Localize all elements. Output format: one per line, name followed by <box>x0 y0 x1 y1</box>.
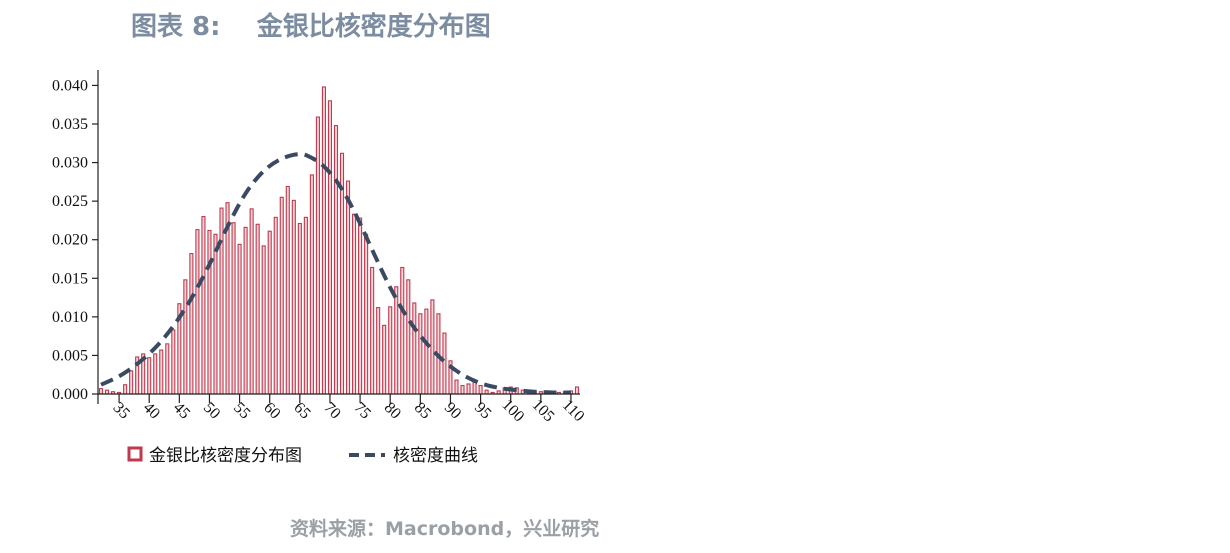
bar <box>237 243 242 395</box>
bar <box>382 324 387 395</box>
bar <box>123 384 128 395</box>
bar <box>333 124 339 395</box>
bar <box>213 233 218 395</box>
x-tick-label: 65 <box>290 399 313 422</box>
bar <box>412 302 417 395</box>
x-tick-label: 35 <box>110 399 133 422</box>
bar <box>309 174 314 395</box>
density-curve <box>100 152 571 395</box>
bar <box>574 386 580 395</box>
y-tick-label: 0.015 <box>52 270 88 287</box>
bar <box>183 279 188 395</box>
x-tick-label: 85 <box>411 399 434 422</box>
bar <box>303 216 308 395</box>
legend-swatch-bar <box>127 446 143 462</box>
x-tick-label: 60 <box>260 399 283 422</box>
x-ticks: 35 40 45 50 55 60 65 70 75 80 85 90 95 100 105 110 <box>110 394 588 426</box>
legend-label-bar: 金银比核密度分布图 <box>149 446 302 466</box>
bar <box>364 233 369 395</box>
bar <box>249 208 254 395</box>
bar <box>165 343 170 395</box>
bar <box>243 226 248 395</box>
y-tick-label: 0.020 <box>52 232 88 249</box>
bar <box>478 384 483 395</box>
x-tick-label: 95 <box>471 399 494 422</box>
bar <box>454 379 459 395</box>
legend: 金银比核密度分布图 核密度曲线 <box>127 446 478 466</box>
x-tick-label: 110 <box>559 397 588 426</box>
bar <box>376 307 381 395</box>
source-note: 资料来源：Macrobond，兴业研究 <box>290 518 600 540</box>
x-tick-label: 75 <box>351 399 374 422</box>
bar <box>321 86 326 395</box>
x-tick-label: 100 <box>498 396 527 425</box>
bar <box>189 253 194 395</box>
bar <box>285 185 290 395</box>
bar <box>400 266 405 395</box>
bar <box>370 266 375 395</box>
bar <box>261 245 266 395</box>
y-tick-label: 0.010 <box>52 309 88 326</box>
bar <box>255 223 260 395</box>
bar <box>279 196 284 395</box>
bar <box>98 388 104 395</box>
y-ticks: 0.000 0.005 0.010 0.015 0.020 0.025 0.030 0.035… <box>52 77 98 403</box>
bar <box>147 357 152 395</box>
bar <box>195 229 200 395</box>
x-tick-label: 40 <box>140 399 163 422</box>
x-tick-label: 55 <box>230 399 253 422</box>
bar <box>460 384 465 395</box>
bar <box>345 180 351 395</box>
x-tick-label: 90 <box>441 399 464 422</box>
bar <box>418 313 423 395</box>
x-tick-label: 80 <box>381 399 404 422</box>
bar <box>171 329 176 395</box>
y-tick-label: 0.025 <box>52 193 88 210</box>
bar <box>424 308 429 395</box>
legend-label-line: 核密度曲线 <box>393 446 478 466</box>
y-tick-label: 0.040 <box>52 77 88 94</box>
bar <box>388 306 393 395</box>
x-tick-label: 70 <box>320 399 343 422</box>
chart-title: 图表 8: 金银比核密度分布图 <box>131 12 491 42</box>
x-tick-label: 105 <box>529 396 558 425</box>
bar <box>466 383 471 395</box>
bar <box>406 279 411 395</box>
bar <box>153 353 158 395</box>
bar <box>430 299 435 395</box>
bar <box>273 216 278 395</box>
bar <box>219 207 224 395</box>
bar-series <box>98 86 580 395</box>
y-tick-label: 0.005 <box>52 347 88 364</box>
bar <box>442 332 447 395</box>
bar <box>159 349 164 395</box>
bar <box>352 213 357 395</box>
bar <box>207 229 212 395</box>
y-tick-label: 0.030 <box>52 155 88 172</box>
y-tick-label: 0.035 <box>52 116 88 133</box>
x-tick-label: 50 <box>200 399 223 422</box>
y-tick-label: 0.000 <box>52 386 88 403</box>
bar <box>291 199 296 395</box>
bar <box>267 230 272 395</box>
bar <box>231 222 236 395</box>
bar <box>297 222 302 395</box>
bar <box>129 370 134 395</box>
bar <box>327 100 333 395</box>
bar <box>472 381 477 395</box>
bar <box>358 217 363 395</box>
bar <box>394 286 399 395</box>
x-tick-label: 45 <box>170 399 193 422</box>
bar <box>201 216 206 395</box>
